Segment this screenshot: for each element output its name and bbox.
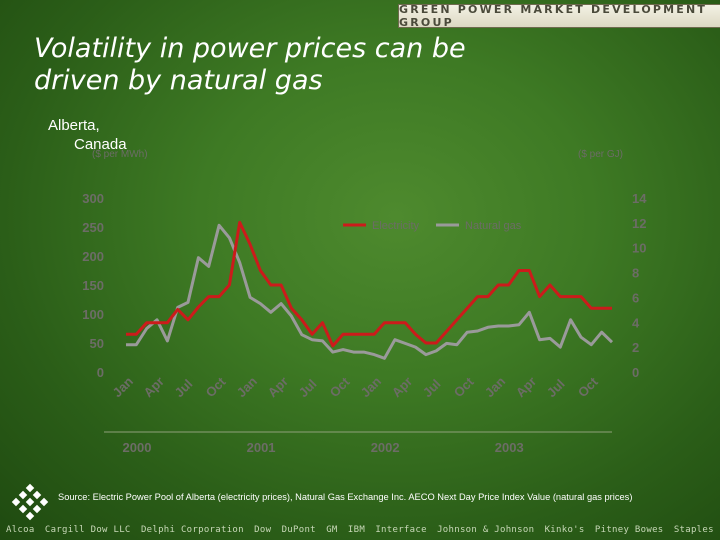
y-tick-label: 0 (97, 365, 104, 380)
y2-tick-label: 6 (632, 290, 639, 305)
y-tick-label: 50 (90, 336, 104, 351)
green-power-lattice-icon (11, 483, 49, 521)
x-tick-label: Apr (141, 374, 167, 400)
y-tick-label: 100 (82, 307, 104, 322)
x-tick-label: Apr (389, 374, 415, 400)
chart-legend: Electricity Natural gas (343, 220, 522, 232)
x-tick-label: Apr (513, 374, 539, 400)
y-tick-label: 150 (82, 278, 104, 293)
sponsor-name: IBM (347, 524, 366, 535)
year-labels: 2000 2001 2002 2003 (123, 440, 524, 455)
chart-series (126, 220, 614, 360)
region-line-2: Canada (74, 136, 127, 153)
x-tick-label: Oct (203, 374, 229, 400)
y2-tick-label: 0 (632, 365, 639, 380)
x-tick-label: Jul (420, 376, 444, 400)
legend-label: Natural gas (465, 220, 522, 232)
y2-tick-label: 12 (632, 216, 646, 231)
natural-gas-series-line (126, 223, 614, 360)
x-tick-label: Jan (110, 374, 136, 400)
x-tick-label: Apr (265, 374, 291, 400)
y-tick-label: 250 (82, 220, 104, 235)
sponsor-name: Pitney Bowes (594, 524, 664, 535)
y-tick-label: 200 (82, 249, 104, 264)
legend-label: Electricity (372, 220, 420, 232)
sponsor-name: DuPont (281, 524, 316, 535)
y-axis-label: ($ per MWh) (92, 149, 148, 160)
x-tick-label: Jan (358, 374, 384, 400)
x-tick-label: Oct (327, 374, 353, 400)
year-label: 2001 (247, 440, 276, 455)
source-note: Source: Electric Power Pool of Alberta (… (58, 492, 633, 502)
page-title: Volatility in power prices can be driven… (34, 33, 634, 97)
electricity-series-line (126, 220, 612, 348)
sponsor-name: Cargill Dow LLC (44, 524, 131, 535)
x-tick-label: Oct (575, 374, 601, 400)
x-tick-label: Oct (451, 374, 477, 400)
region-label: Alberta, Canada (48, 116, 127, 154)
title-line-1: Volatility in power prices can be (34, 33, 466, 64)
title-line-2: driven by natural gas (34, 65, 323, 96)
y-axis-ticks: 0 50 100 150 200 250 300 (82, 191, 104, 380)
sponsor-name: Johnson & Johnson (437, 524, 535, 535)
group-banner: GREEN POWER MARKET DEVELOPMENT GROUP (398, 3, 720, 29)
y2-axis-label: ($ per GJ) (578, 149, 623, 160)
x-axis-ticks: Jan Apr Jul Oct Jan Apr Jul Oct Jan Apr Jul Oct Jan A… (110, 374, 602, 400)
sponsor-name: Delphi Corporation (140, 524, 244, 535)
region-line-1: Alberta, (48, 117, 100, 134)
sponsor-name: Kinko's (544, 524, 585, 535)
x-tick-label: Jul (172, 376, 196, 400)
y2-tick-label: 10 (632, 241, 646, 256)
x-tick-label: Jan (234, 374, 260, 400)
y2-tick-label: 14 (632, 191, 647, 206)
sponsor-name: Alcoa (6, 524, 35, 535)
sponsor-name: GM (326, 524, 338, 535)
y2-axis-ticks: 0 2 4 6 8 10 12 14 (632, 191, 647, 380)
x-tick-label: Jan (482, 374, 508, 400)
x-tick-label: Jul (296, 376, 320, 400)
sponsor-name: Dow (254, 524, 272, 535)
sponsor-name: Staples (673, 524, 714, 535)
year-label: 2003 (495, 440, 524, 455)
y2-tick-label: 4 (632, 315, 640, 330)
sponsor-name: Interface (375, 524, 427, 535)
y2-tick-label: 8 (632, 266, 639, 281)
x-tick-label: Jul (544, 376, 568, 400)
sponsor-bar: Alcoa Cargill Dow LLC Delphi Corporation… (0, 519, 720, 540)
year-label: 2002 (371, 440, 400, 455)
y2-tick-label: 2 (632, 340, 639, 355)
y-tick-label: 300 (82, 191, 104, 206)
year-label: 2000 (123, 440, 152, 455)
